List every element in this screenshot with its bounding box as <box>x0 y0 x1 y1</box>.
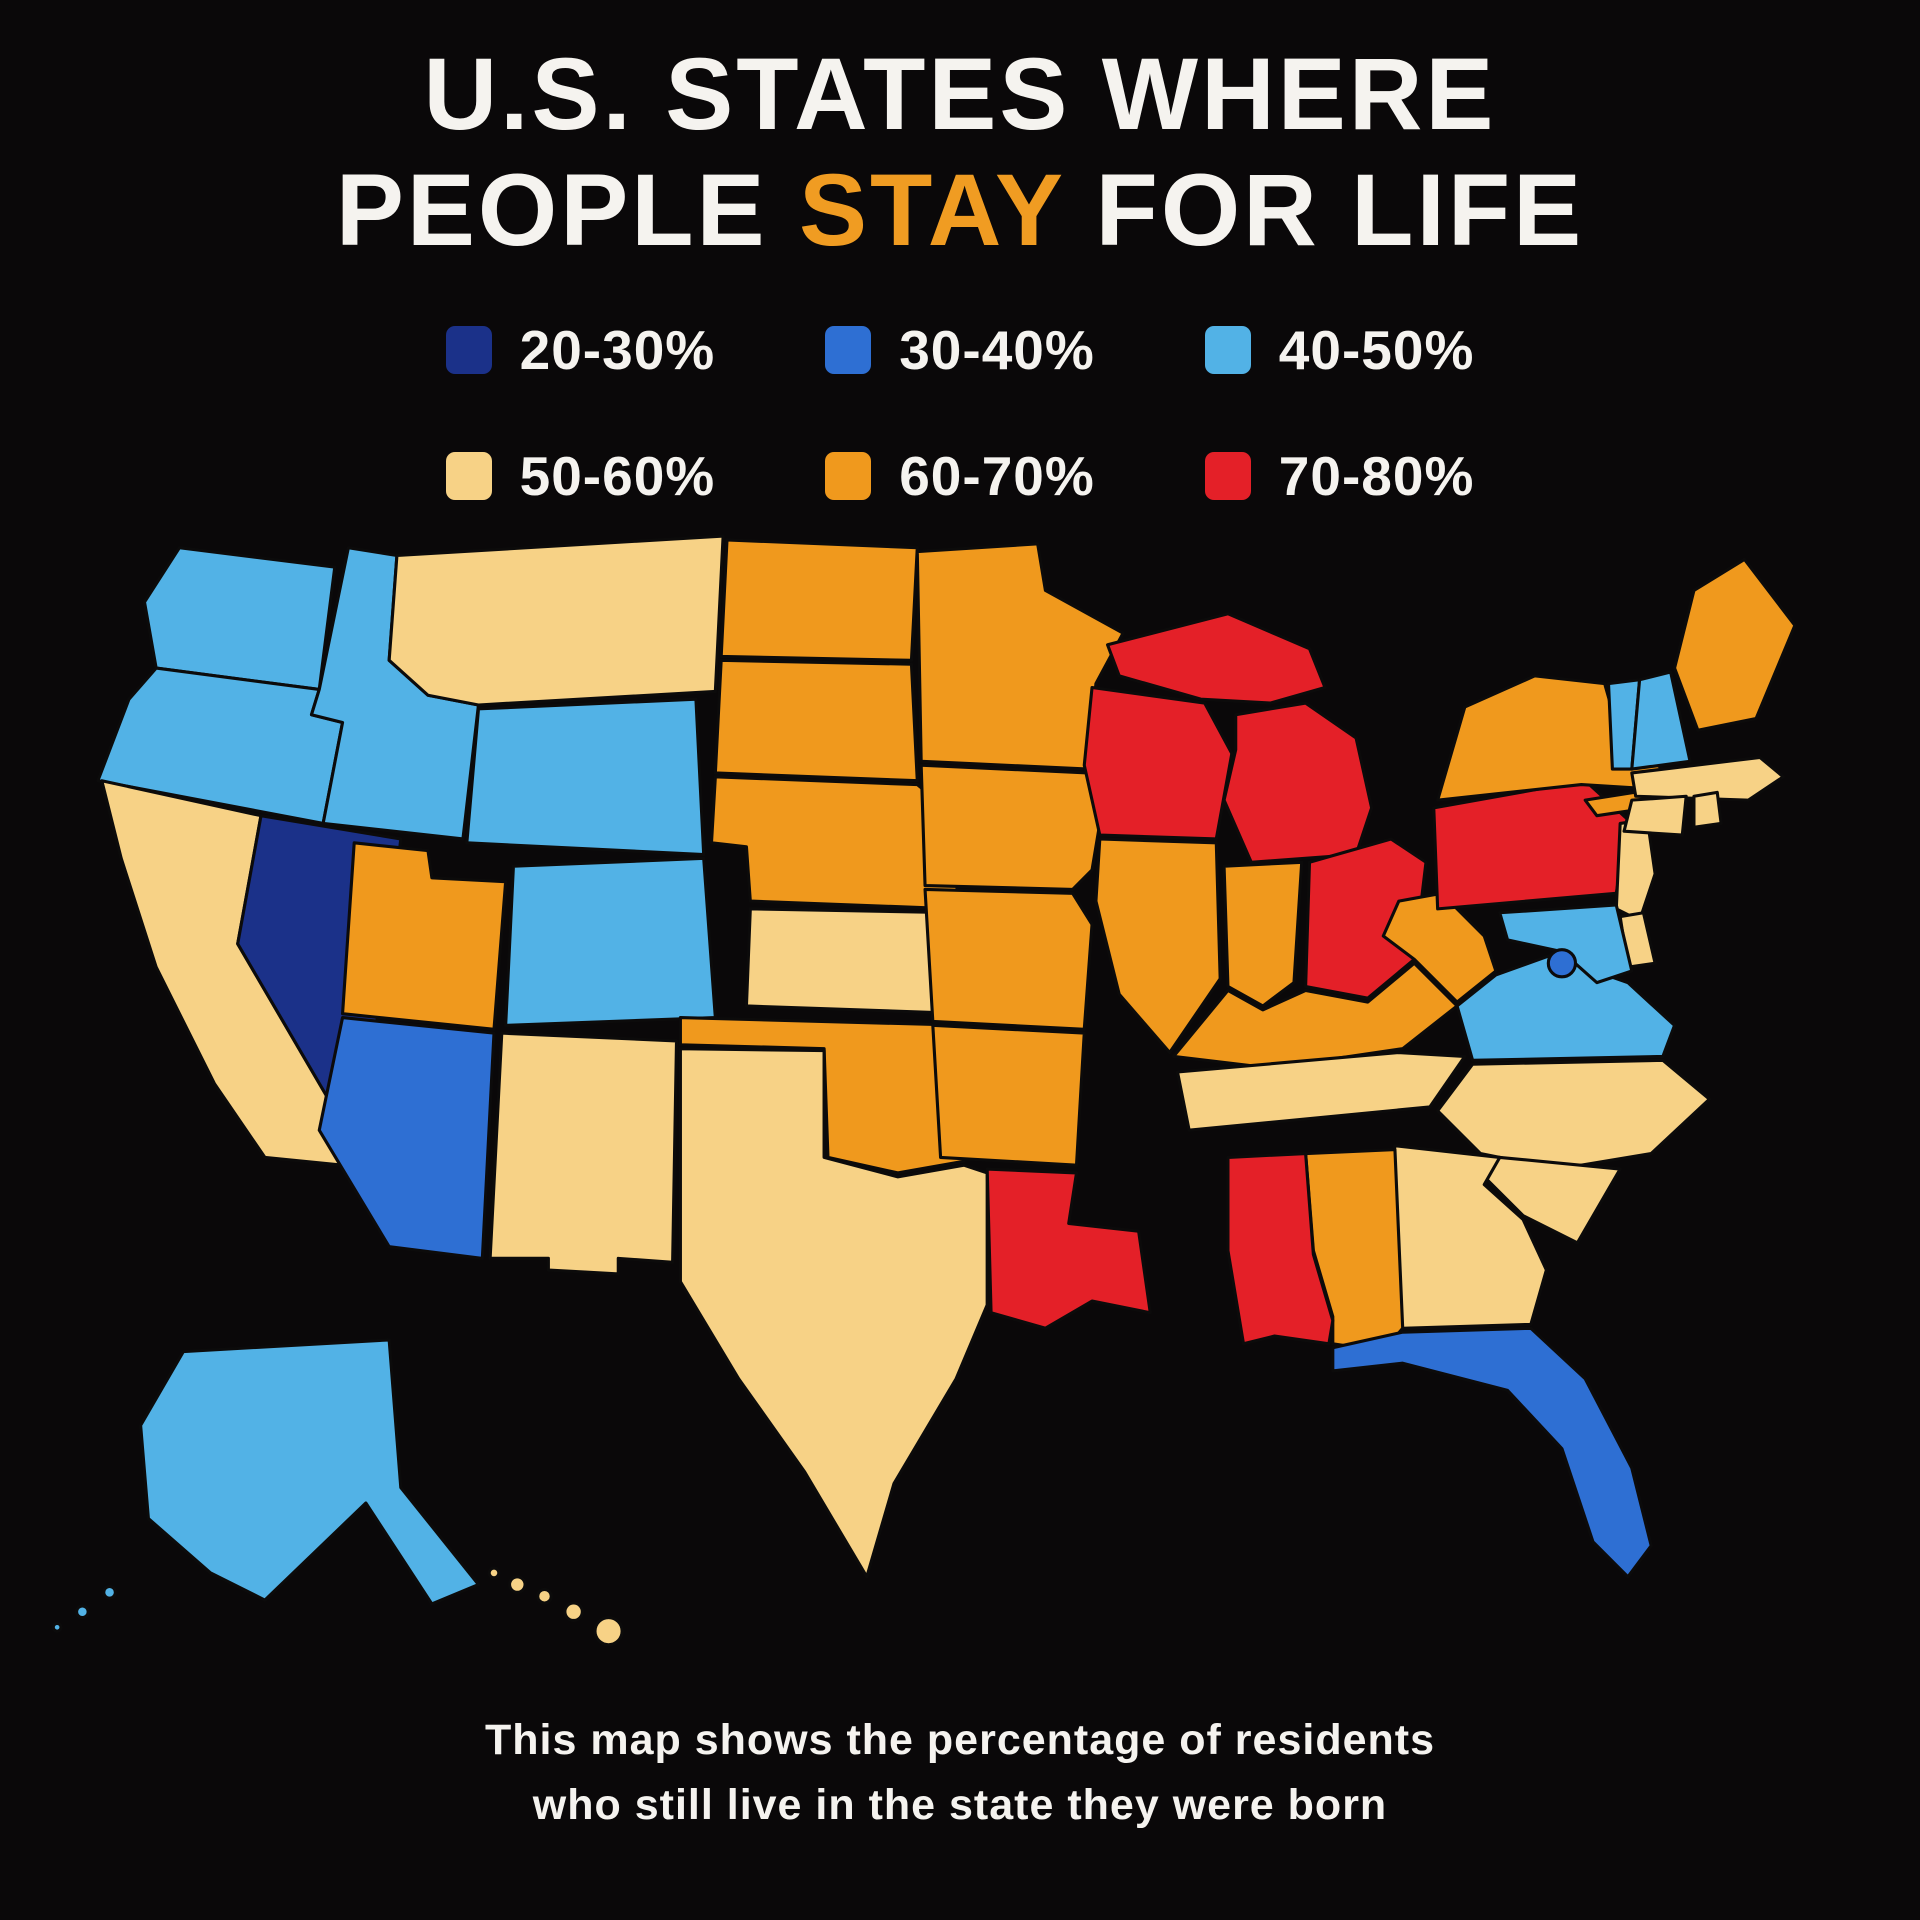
legend-row-1: 20-30% 30-40% 40-50% <box>445 318 1475 382</box>
state-new-hampshire <box>1630 670 1692 771</box>
state-texas <box>678 1047 989 1579</box>
state-hawaii-island <box>563 1601 584 1623</box>
legend: 20-30% 30-40% 40-50% 50-60% 60-70% 70-80% <box>0 318 1920 508</box>
title-highlight-stay: STAY <box>798 153 1065 268</box>
footer-line-2: who still live in the state they were bo… <box>532 1780 1388 1829</box>
footer-caption: This map shows the percentage of residen… <box>0 1708 1920 1837</box>
state-colorado <box>504 856 717 1027</box>
state-hawaii-island <box>487 1566 501 1580</box>
state-iowa <box>919 763 1106 892</box>
state-alaska-aleutian-island <box>74 1604 90 1620</box>
state-new-jersey <box>1614 817 1657 923</box>
state-washington <box>142 546 337 692</box>
legend-label: 30-40% <box>899 319 1095 381</box>
state-minnesota <box>915 542 1125 771</box>
legend-label: 60-70% <box>899 445 1095 507</box>
state-south-dakota <box>713 658 919 783</box>
state-new-mexico <box>488 1031 679 1276</box>
state-hawaii-island <box>593 1616 624 1647</box>
state-missouri <box>923 887 1094 1031</box>
state-indiana <box>1222 860 1304 1008</box>
state-alaska <box>139 1338 481 1606</box>
legend-swatch <box>825 326 872 374</box>
legend-swatch <box>1204 326 1251 374</box>
state-montana <box>387 534 725 707</box>
legend-label: 40-50% <box>1278 319 1475 381</box>
legend-label: 20-30% <box>519 319 716 381</box>
state-wyoming <box>465 697 706 857</box>
title-line-2: PEOPLE STAY FOR LIFE <box>0 152 1920 268</box>
legend-item: 50-60% <box>445 444 716 508</box>
state-michigan <box>1222 701 1374 864</box>
title-line-2-before: PEOPLE <box>335 153 799 268</box>
state-illinois <box>1094 837 1222 1055</box>
legend-item: 20-30% <box>445 318 716 382</box>
legend-item: 60-70% <box>825 444 1095 508</box>
footer-line-1: This map shows the percentage of residen… <box>485 1716 1435 1764</box>
legend-item: 70-80% <box>1204 444 1475 508</box>
state-arkansas <box>931 1023 1086 1167</box>
state-utah <box>340 841 508 1031</box>
legend-row-2: 50-60% 60-70% 70-80% <box>445 444 1475 508</box>
legend-swatch <box>1204 452 1251 500</box>
state-alaska-aleutian-island <box>102 1584 117 1600</box>
legend-swatch <box>825 452 872 500</box>
state-wisconsin <box>1082 685 1234 841</box>
state-florida <box>1331 1326 1653 1579</box>
state-north-carolina <box>1436 1058 1712 1171</box>
state-hawaii-island <box>507 1575 527 1594</box>
state-maryland <box>1498 903 1634 985</box>
title-line-2-after: FOR LIFE <box>1064 153 1585 268</box>
state-massachusetts <box>1630 755 1785 802</box>
legend-swatch <box>445 452 492 500</box>
state-tennessee <box>1175 1050 1467 1132</box>
state-virginia <box>1455 953 1677 1062</box>
legend-item: 40-50% <box>1204 318 1475 382</box>
state-alaska-aleutian-island <box>51 1621 63 1633</box>
state-louisiana <box>985 1167 1152 1330</box>
state-north-dakota <box>719 538 919 662</box>
state-hawaii-island <box>536 1587 553 1605</box>
us-choropleth-map <box>51 534 1797 1647</box>
state-arizona <box>317 1016 496 1260</box>
legend-label: 50-60% <box>519 445 716 507</box>
legend-item: 30-40% <box>825 318 1095 382</box>
state-connecticut <box>1622 794 1688 837</box>
state-maine <box>1672 557 1797 732</box>
legend-label: 70-80% <box>1278 445 1475 507</box>
state-mississippi <box>1226 1151 1335 1346</box>
state-michigan-upper-peninsula <box>1106 612 1327 705</box>
legend-swatch <box>445 326 492 374</box>
page-title: U.S. STATES WHERE PEOPLE STAY FOR LIFE <box>0 36 1920 269</box>
title-line-1: U.S. STATES WHERE <box>423 37 1497 151</box>
state-rhode-island <box>1692 790 1723 829</box>
state-washington-dc-dot <box>1546 948 1578 979</box>
